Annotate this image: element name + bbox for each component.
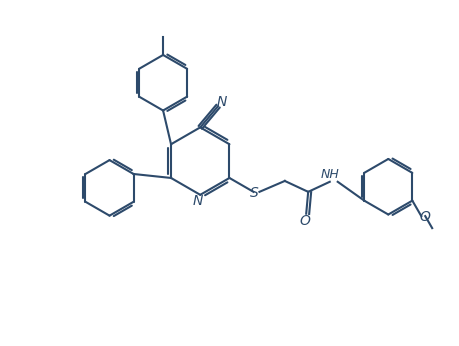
Text: S: S <box>250 186 258 200</box>
Text: O: O <box>299 213 310 228</box>
Text: NH: NH <box>320 169 338 181</box>
Text: O: O <box>419 210 430 224</box>
Text: N: N <box>193 194 203 208</box>
Text: N: N <box>216 95 227 109</box>
